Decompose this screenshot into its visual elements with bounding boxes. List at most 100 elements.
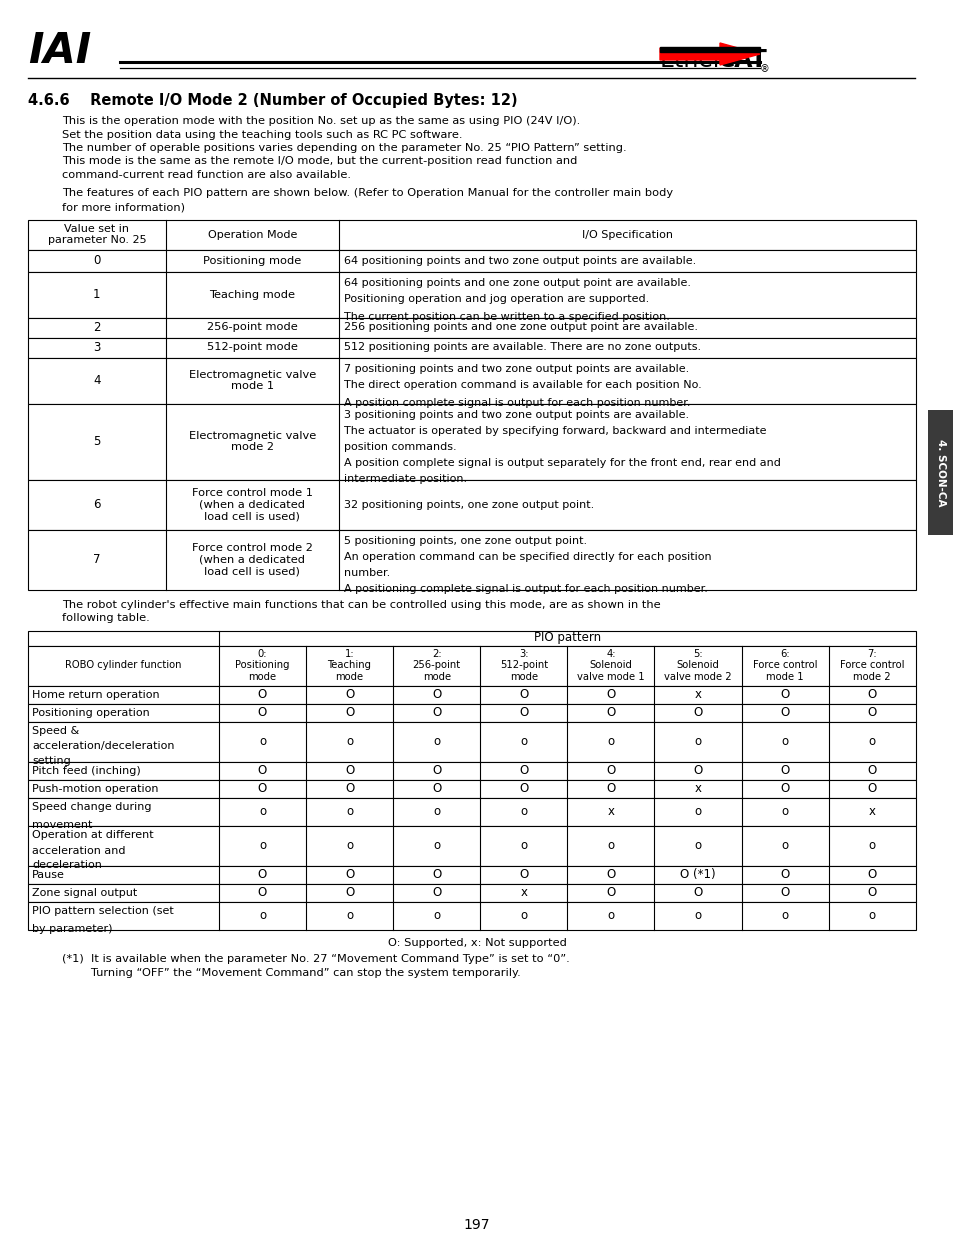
Bar bbox=[28, 357, 915, 404]
Text: 7: 7 bbox=[93, 553, 100, 566]
Text: o: o bbox=[519, 805, 527, 818]
Text: o: o bbox=[433, 805, 439, 818]
Bar bbox=[28, 883, 915, 902]
Text: x: x bbox=[519, 885, 527, 899]
Text: The features of each PIO pattern are shown below. (Refer to Operation Manual for: The features of each PIO pattern are sho… bbox=[62, 189, 673, 199]
Text: 4: 4 bbox=[93, 374, 100, 387]
Text: o: o bbox=[519, 909, 527, 923]
Text: Operation at different: Operation at different bbox=[32, 830, 153, 841]
Bar bbox=[28, 272, 915, 317]
Text: 197: 197 bbox=[463, 1218, 490, 1233]
Text: O: O bbox=[606, 885, 615, 899]
Text: o: o bbox=[346, 735, 353, 748]
Text: O: O bbox=[780, 764, 789, 777]
Text: O: O bbox=[518, 868, 528, 881]
Text: O: O bbox=[606, 782, 615, 795]
Text: Speed change during: Speed change during bbox=[32, 803, 152, 813]
Text: 3 positioning points and two zone output points are available.: 3 positioning points and two zone output… bbox=[343, 410, 688, 420]
Text: position commands.: position commands. bbox=[343, 441, 456, 452]
Text: O: O bbox=[345, 782, 354, 795]
Text: Operation Mode: Operation Mode bbox=[208, 230, 296, 240]
Text: 0:
Positioning
mode: 0: Positioning mode bbox=[235, 648, 290, 682]
Text: o: o bbox=[346, 805, 353, 818]
Text: 512-point mode: 512-point mode bbox=[207, 342, 297, 352]
Text: Home return operation: Home return operation bbox=[32, 689, 159, 699]
Text: x: x bbox=[694, 782, 700, 795]
Text: O: O bbox=[606, 764, 615, 777]
Bar bbox=[28, 631, 915, 646]
Text: Force control mode 2
(when a dedicated
load cell is used): Force control mode 2 (when a dedicated l… bbox=[192, 543, 313, 576]
Text: Pitch feed (inching): Pitch feed (inching) bbox=[32, 766, 141, 776]
Text: o: o bbox=[607, 909, 614, 923]
Text: (*1)  It is available when the parameter No. 27 “Movement Command Type” is set t: (*1) It is available when the parameter … bbox=[62, 953, 569, 963]
Text: acceleration and: acceleration and bbox=[32, 846, 126, 856]
Text: ®: ® bbox=[760, 64, 769, 74]
Bar bbox=[28, 530, 915, 589]
Text: 0: 0 bbox=[93, 254, 100, 267]
Text: x: x bbox=[694, 688, 700, 701]
Text: O: Supported, x: Not supported: O: Supported, x: Not supported bbox=[387, 937, 566, 947]
Text: movement: movement bbox=[32, 820, 92, 830]
Text: O: O bbox=[345, 688, 354, 701]
Text: Pause: Pause bbox=[32, 869, 65, 879]
Text: intermediate position.: intermediate position. bbox=[343, 473, 466, 483]
Text: O: O bbox=[693, 764, 702, 777]
Text: O: O bbox=[780, 688, 789, 701]
Text: O: O bbox=[257, 782, 267, 795]
Text: o: o bbox=[694, 735, 700, 748]
Text: O: O bbox=[780, 868, 789, 881]
Text: 256 positioning points and one zone output point are available.: 256 positioning points and one zone outp… bbox=[343, 322, 697, 332]
Bar bbox=[28, 479, 915, 530]
Text: o: o bbox=[607, 839, 614, 852]
Bar bbox=[28, 317, 915, 337]
Text: O: O bbox=[518, 764, 528, 777]
Bar bbox=[28, 220, 915, 249]
Text: o: o bbox=[868, 735, 875, 748]
Text: Force control mode 1
(when a dedicated
load cell is used): Force control mode 1 (when a dedicated l… bbox=[192, 488, 313, 521]
Text: 5: 5 bbox=[93, 435, 100, 448]
Text: This is the operation mode with the position No. set up as the same as using PIO: This is the operation mode with the posi… bbox=[62, 116, 579, 126]
Text: o: o bbox=[346, 909, 353, 923]
Text: 4.6.6    Remote I/O Mode 2 (Number of Occupied Bytes: 12): 4.6.6 Remote I/O Mode 2 (Number of Occup… bbox=[28, 93, 517, 107]
Text: O: O bbox=[606, 706, 615, 719]
Text: 2:
256-point
mode: 2: 256-point mode bbox=[413, 648, 460, 682]
Text: O: O bbox=[780, 885, 789, 899]
Text: Electromagnetic valve
mode 1: Electromagnetic valve mode 1 bbox=[189, 369, 315, 391]
Text: o: o bbox=[607, 735, 614, 748]
Bar bbox=[28, 866, 915, 883]
Text: 32 positioning points, one zone output point.: 32 positioning points, one zone output p… bbox=[343, 499, 594, 510]
Text: o: o bbox=[346, 839, 353, 852]
Text: o: o bbox=[258, 805, 266, 818]
Text: 5 positioning points, one zone output point.: 5 positioning points, one zone output po… bbox=[343, 536, 586, 546]
Text: 2: 2 bbox=[93, 321, 100, 333]
Text: O: O bbox=[432, 688, 441, 701]
Text: O: O bbox=[606, 868, 615, 881]
Text: Speed &: Speed & bbox=[32, 726, 79, 736]
Text: o: o bbox=[519, 735, 527, 748]
Text: o: o bbox=[781, 735, 788, 748]
Bar bbox=[28, 779, 915, 798]
Text: deceleration: deceleration bbox=[32, 861, 102, 871]
Text: following table.: following table. bbox=[62, 613, 150, 622]
Text: 256-point mode: 256-point mode bbox=[207, 322, 297, 332]
Text: Set the position data using the teaching tools such as RC PC software.: Set the position data using the teaching… bbox=[62, 130, 462, 140]
Text: o: o bbox=[519, 839, 527, 852]
Text: by parameter): by parameter) bbox=[32, 925, 112, 935]
Text: o: o bbox=[258, 839, 266, 852]
Text: 4:
Solenoid
valve mode 1: 4: Solenoid valve mode 1 bbox=[577, 648, 644, 682]
Text: Positioning mode: Positioning mode bbox=[203, 256, 301, 266]
Text: o: o bbox=[781, 909, 788, 923]
Text: o: o bbox=[694, 839, 700, 852]
Text: Value set in
parameter No. 25: Value set in parameter No. 25 bbox=[48, 224, 146, 246]
Text: O: O bbox=[866, 868, 876, 881]
Text: 6:
Force control
mode 1: 6: Force control mode 1 bbox=[752, 648, 817, 682]
Text: acceleration/deceleration: acceleration/deceleration bbox=[32, 741, 174, 752]
Text: for more information): for more information) bbox=[62, 203, 185, 212]
Text: The direct operation command is available for each position No.: The direct operation command is availabl… bbox=[343, 380, 700, 390]
Text: O: O bbox=[518, 706, 528, 719]
Bar bbox=[28, 902, 915, 930]
Bar bbox=[28, 762, 915, 779]
Text: 512 positioning points are available. There are no zone outputs.: 512 positioning points are available. Th… bbox=[343, 342, 700, 352]
Text: o: o bbox=[868, 909, 875, 923]
Bar bbox=[28, 685, 915, 704]
